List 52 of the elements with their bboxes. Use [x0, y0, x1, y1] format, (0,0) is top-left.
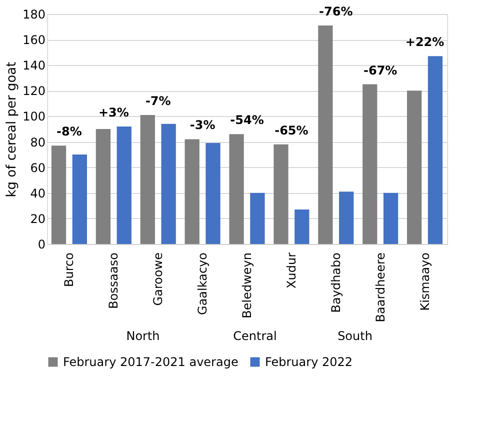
bar — [339, 192, 354, 244]
annotation: -76% — [319, 4, 353, 18]
annotation: +3% — [98, 105, 129, 120]
bar — [206, 143, 220, 244]
annotation: -3% — [190, 118, 216, 132]
y-tick-label: 140 — [22, 58, 46, 73]
annotation: -8% — [56, 124, 82, 139]
x-tick-label: Xudur — [284, 252, 298, 288]
legend-label: February 2017-2021 average — [63, 355, 238, 369]
y-tick-label: 20 — [30, 212, 46, 226]
bar — [51, 146, 66, 244]
bar — [407, 90, 422, 244]
bar — [383, 192, 398, 244]
bar — [96, 129, 111, 244]
bar — [184, 139, 200, 244]
x-tick-label: Baydhabo — [328, 252, 343, 313]
y-tick-label: 0 — [38, 238, 46, 252]
annotation: -7% — [145, 94, 171, 108]
text: North — [126, 329, 160, 343]
annotation: -67% — [363, 63, 398, 78]
annotation: +22% — [405, 35, 444, 50]
x-tick-label: Burco — [62, 252, 76, 287]
bar — [318, 26, 333, 244]
y-axis-title: kg of cereal per goat — [4, 62, 20, 198]
bar — [250, 192, 265, 244]
y-tick-label: 180 — [22, 8, 46, 22]
legend-label: February 2022 — [265, 355, 353, 369]
text: South — [338, 329, 372, 343]
y-tick-label: 100 — [22, 110, 46, 124]
bar — [274, 144, 288, 244]
bar — [362, 84, 378, 244]
annotation: -54% — [230, 113, 264, 128]
x-tick-label: Beledweyn — [240, 252, 254, 318]
x-tick-label: Kismaayo — [418, 252, 432, 311]
bar — [72, 154, 87, 244]
x-tick-label: Baardheere — [373, 252, 388, 322]
y-tick-label: 80 — [30, 135, 46, 150]
bar — [294, 210, 310, 244]
annotation: -65% — [274, 123, 308, 138]
y-tick-label: 60 — [30, 160, 46, 175]
x-tick-label: Garoowe — [151, 252, 166, 306]
y-tick-label: 40 — [30, 186, 46, 200]
text: Central — [233, 329, 277, 343]
bar — [428, 56, 443, 244]
x-tick-label: Bossaaso — [106, 252, 121, 309]
y-tick-label: 120 — [22, 84, 46, 98]
x-tick-label: Gaalkacyo — [196, 252, 210, 315]
bar — [140, 114, 155, 244]
bar — [229, 134, 244, 244]
bar — [116, 126, 132, 244]
y-tick-label: 160 — [22, 33, 46, 48]
bar — [161, 124, 176, 244]
